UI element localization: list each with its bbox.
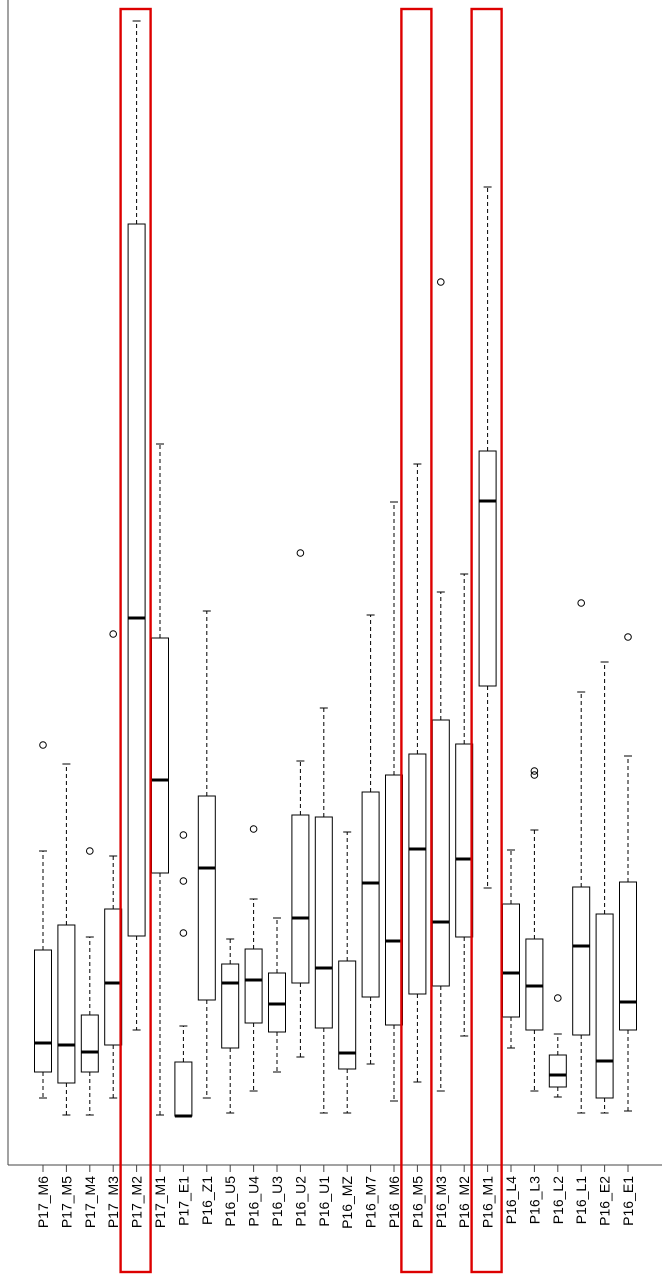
box-p16-mz [338,831,357,1114]
box-p16-u4 [244,825,263,1092]
highlight-box-p17-m2 [119,7,152,1274]
outlier-point [530,767,539,775]
box-iqr [455,743,474,938]
highlight-box-p16-m5 [400,7,433,1274]
box-iqr [104,908,123,1046]
highlight-box-p16-m1 [470,7,503,1274]
box-p16-u5 [221,938,240,1114]
outlier-point [179,929,188,937]
box-p16-z1 [197,610,216,1099]
box-p16-u3 [268,917,286,1073]
x-tick-label: P16_E2 [597,1176,613,1226]
box-iqr [244,948,263,1024]
box-iqr [572,886,591,1036]
box-p16-e1 [619,633,637,1112]
box-p16-m7 [361,614,380,1065]
x-tick-label: P16_MZ [339,1176,355,1229]
box-p17-m3 [104,630,123,1099]
outlier-point [554,994,562,1002]
outlier-point [179,831,188,839]
box-iqr [595,913,614,1099]
x-tick-label: P16_M3 [433,1176,449,1228]
boxes-layer [34,20,637,1118]
box-iqr [221,963,240,1049]
box-iqr [478,450,497,687]
box-p16-e2 [595,661,614,1114]
outlier-point [624,633,632,641]
box-iqr [80,1014,99,1073]
box-iqr [291,814,310,984]
x-tick-label: P16_U5 [222,1176,238,1227]
box-p16-m1 [478,186,497,889]
x-tick-label: P17_M3 [105,1176,121,1228]
box-p17-m2 [127,20,146,1031]
outlier-point [530,771,539,779]
outlier-point [296,549,305,557]
x-tick-label: P16_U2 [292,1176,308,1227]
box-p16-l2 [548,994,567,1098]
x-tick-label: P17_M5 [58,1176,74,1228]
box-iqr [431,719,450,987]
outlier-point [179,877,188,885]
x-tick-label: P16_M7 [363,1176,379,1228]
x-tick-label: P16_M1 [480,1176,496,1228]
box-iqr [385,774,403,1026]
highlight-rectangles [119,7,503,1274]
box-iqr [408,753,427,995]
box-iqr [314,816,333,1029]
x-tick-label: P16_L4 [503,1176,519,1224]
x-tick-label: P17_M4 [82,1176,98,1228]
x-tick-label: P16_U3 [269,1176,285,1227]
x-tick-label: P16_E1 [620,1176,636,1226]
box-p16-m5 [408,463,427,1083]
outlier-point [249,825,258,833]
outlier-point [577,599,586,607]
x-tick-label: P17_M1 [152,1176,168,1228]
x-tick-label: P16_L3 [526,1176,542,1224]
x-tick-label: P16_L2 [550,1176,566,1224]
box-iqr [151,637,169,874]
box-iqr [127,223,146,937]
x-tick-label: P17_M6 [35,1176,51,1228]
x-tick-label: P16_Z1 [199,1176,215,1225]
box-p17-m4 [80,847,99,1116]
outlier-point [109,630,117,638]
box-p16-l4 [502,849,520,1049]
box-iqr [197,795,216,1001]
box-p16-u1 [314,707,333,1114]
box-p16-m2 [455,573,474,1037]
x-tick-label: P16_L1 [573,1176,589,1224]
x-tick-label: P16_U4 [246,1176,262,1227]
box-p17-e1 [174,831,193,1118]
x-tick-label: P16_U1 [316,1176,332,1227]
outlier-point [86,847,94,855]
box-iqr [619,881,637,1031]
box-p16-l3 [525,767,544,1092]
box-iqr [548,1054,567,1088]
box-p17-m5 [57,763,76,1116]
box-iqr [338,960,357,1070]
box-iqr [361,791,380,998]
box-p16-m3 [431,278,450,1092]
outlier-point [39,741,47,749]
outlier-point [437,278,445,286]
box-iqr [34,949,52,1073]
box-iqr [57,924,76,1084]
x-tick-label: P17_E1 [175,1176,191,1226]
x-tick-label: P17_M2 [129,1176,145,1228]
box-p17-m1 [151,443,169,1116]
x-tick-label: P16_M6 [386,1176,402,1228]
category-labels: P17_M6 P17_M5 P17_M4 P17_M3 P17_M2 P17_M1 P17_… [35,1165,636,1229]
box-p17-m6 [34,741,52,1099]
box-iqr [174,1061,193,1117]
x-tick-label: P16_M2 [456,1176,472,1228]
box-p16-l1 [572,599,591,1114]
box-iqr [502,903,520,1018]
box-p16-u2 [291,549,310,1058]
x-tick-label: P16_M5 [409,1176,425,1228]
box-p16-m6 [385,501,403,1102]
